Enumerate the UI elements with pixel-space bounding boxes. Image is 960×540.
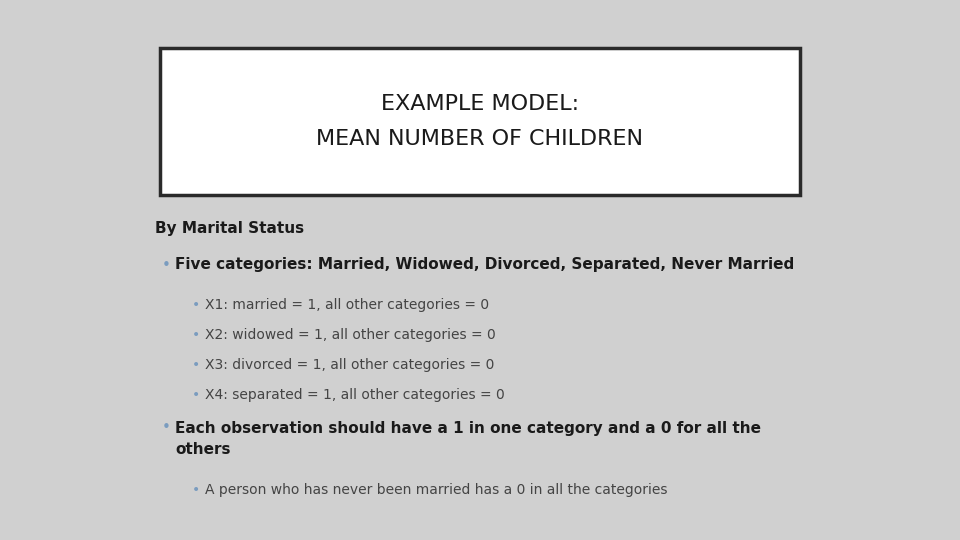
Text: By Marital Status: By Marital Status [155,220,304,235]
Text: X3: divorced = 1, all other categories = 0: X3: divorced = 1, all other categories =… [205,358,494,372]
Text: •: • [192,358,201,372]
Text: •: • [162,258,171,273]
Text: MEAN NUMBER OF CHILDREN: MEAN NUMBER OF CHILDREN [317,129,643,150]
Text: others: others [175,442,230,457]
Text: X2: widowed = 1, all other categories = 0: X2: widowed = 1, all other categories = … [205,328,495,342]
Text: X4: separated = 1, all other categories = 0: X4: separated = 1, all other categories … [205,388,505,402]
Text: Each observation should have a 1 in one category and a 0 for all the: Each observation should have a 1 in one … [175,421,761,435]
Text: •: • [162,421,171,435]
Text: A person who has never been married has a 0 in all the categories: A person who has never been married has … [205,483,667,497]
Text: X1: married = 1, all other categories = 0: X1: married = 1, all other categories = … [205,298,490,312]
Text: Five categories: Married, Widowed, Divorced, Separated, Never Married: Five categories: Married, Widowed, Divor… [175,258,794,273]
Text: EXAMPLE MODEL:: EXAMPLE MODEL: [381,93,579,114]
Text: •: • [192,328,201,342]
FancyBboxPatch shape [160,48,800,195]
Text: •: • [192,298,201,312]
Text: •: • [192,388,201,402]
Text: •: • [192,483,201,497]
